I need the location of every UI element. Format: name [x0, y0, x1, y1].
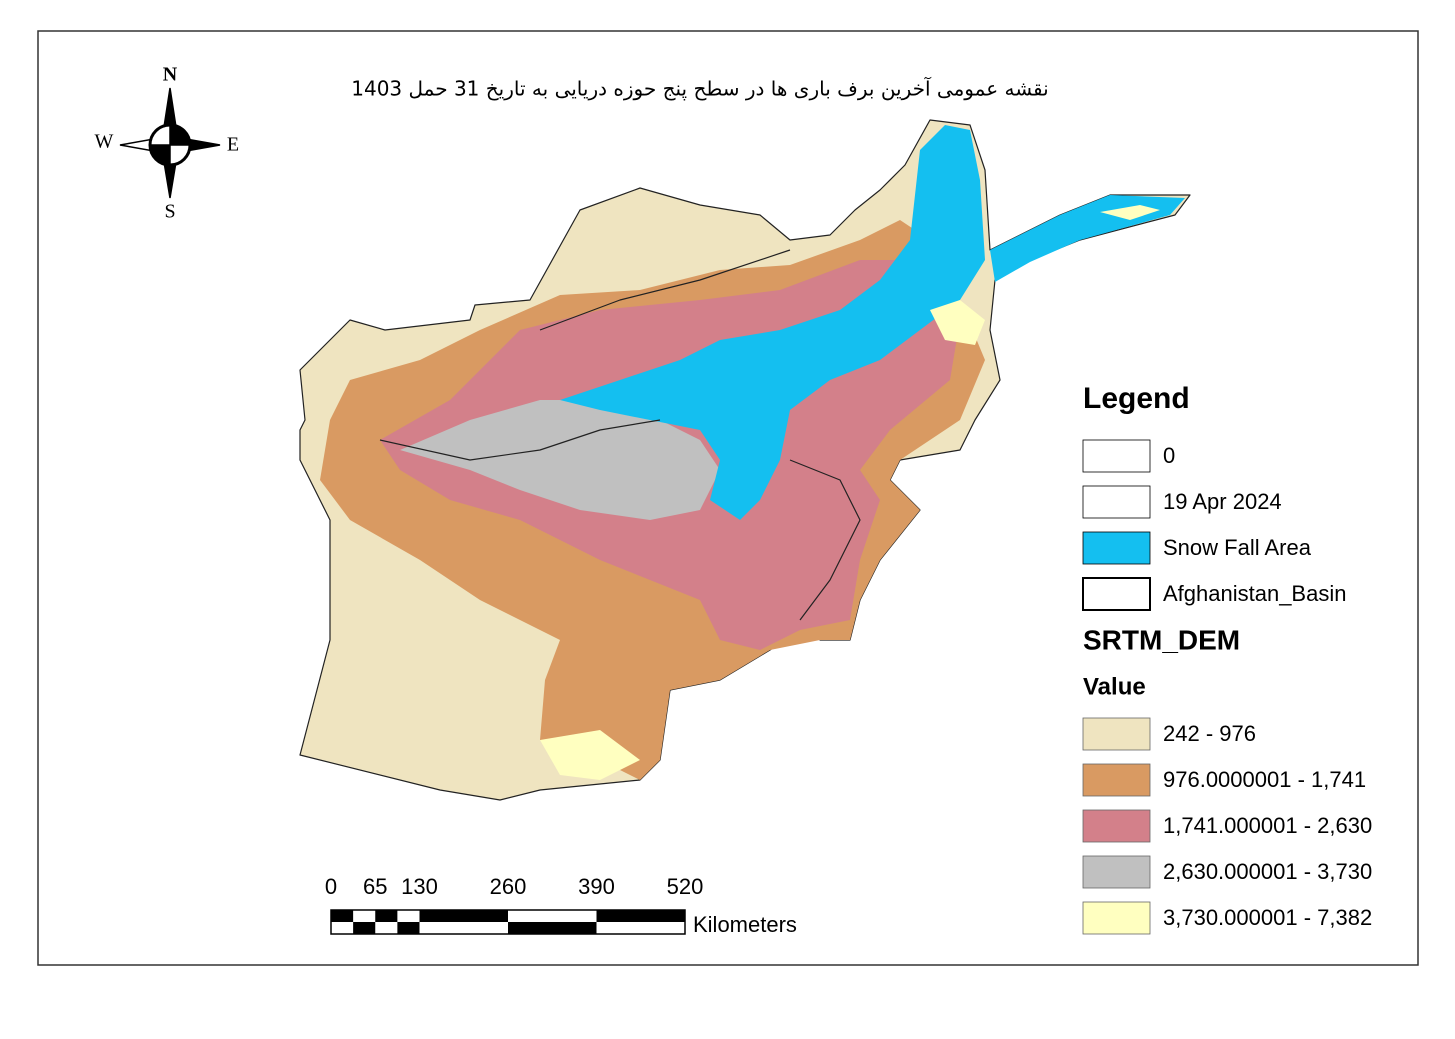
legend-label: 3,730.000001 - 7,382 — [1163, 905, 1372, 930]
compass-e: E — [227, 134, 239, 156]
legend-swatch — [1082, 855, 1151, 889]
scale-tick-label: 65 — [363, 874, 387, 899]
scale-tick-label: 130 — [401, 874, 438, 899]
country-map — [299, 119, 1191, 801]
legend-label: 19 Apr 2024 — [1163, 489, 1282, 514]
scale-segment — [397, 922, 420, 934]
compass-s: S — [164, 201, 175, 223]
legend-swatch — [1082, 577, 1151, 611]
legend-swatch — [1082, 901, 1151, 935]
scale-segment — [419, 910, 508, 922]
scale-tick-label: 390 — [578, 874, 615, 899]
scale-segment — [596, 910, 685, 922]
legend-swatch — [1082, 485, 1151, 519]
legend-label: 242 - 976 — [1163, 721, 1256, 746]
scale-tick-label: 260 — [490, 874, 527, 899]
compass — [119, 87, 221, 199]
scale-tick-label: 520 — [667, 874, 704, 899]
legend: Legend 0 19 Apr 2024 Snow Fall Area Afghanis… — [1082, 382, 1372, 935]
legend-swatch — [1082, 763, 1151, 797]
scale-segment — [375, 910, 398, 922]
dem-subtitle: Value — [1083, 673, 1146, 700]
compass-w: W — [95, 131, 114, 153]
scale-segment — [508, 922, 597, 934]
scale-tick-label: 0 — [325, 874, 337, 899]
scale-segment — [331, 910, 354, 922]
legend-label: 1,741.000001 - 2,630 — [1163, 813, 1372, 838]
scale-unit: Kilometers — [693, 912, 797, 937]
legend-swatch — [1082, 809, 1151, 843]
scale-segment — [353, 922, 376, 934]
legend-swatch — [1082, 717, 1151, 751]
legend-title: Legend — [1083, 382, 1190, 415]
compass-n: N — [163, 64, 178, 86]
dem-title: SRTM_DEM — [1083, 624, 1240, 655]
legend-label: 2,630.000001 - 3,730 — [1163, 859, 1372, 884]
legend-swatch — [1082, 439, 1151, 473]
scale-bar: 0 65 130 260 390 520 Kilometers — [325, 874, 797, 937]
legend-label: 976.0000001 - 1,741 — [1163, 767, 1366, 792]
legend-label: Snow Fall Area — [1163, 535, 1312, 560]
legend-label: 0 — [1163, 443, 1175, 468]
map-title: نقشه عمومی آخرین برف باری ها در سطح پنج … — [351, 76, 1048, 102]
legend-swatch — [1082, 531, 1151, 565]
legend-label: Afghanistan_Basin — [1163, 581, 1346, 606]
